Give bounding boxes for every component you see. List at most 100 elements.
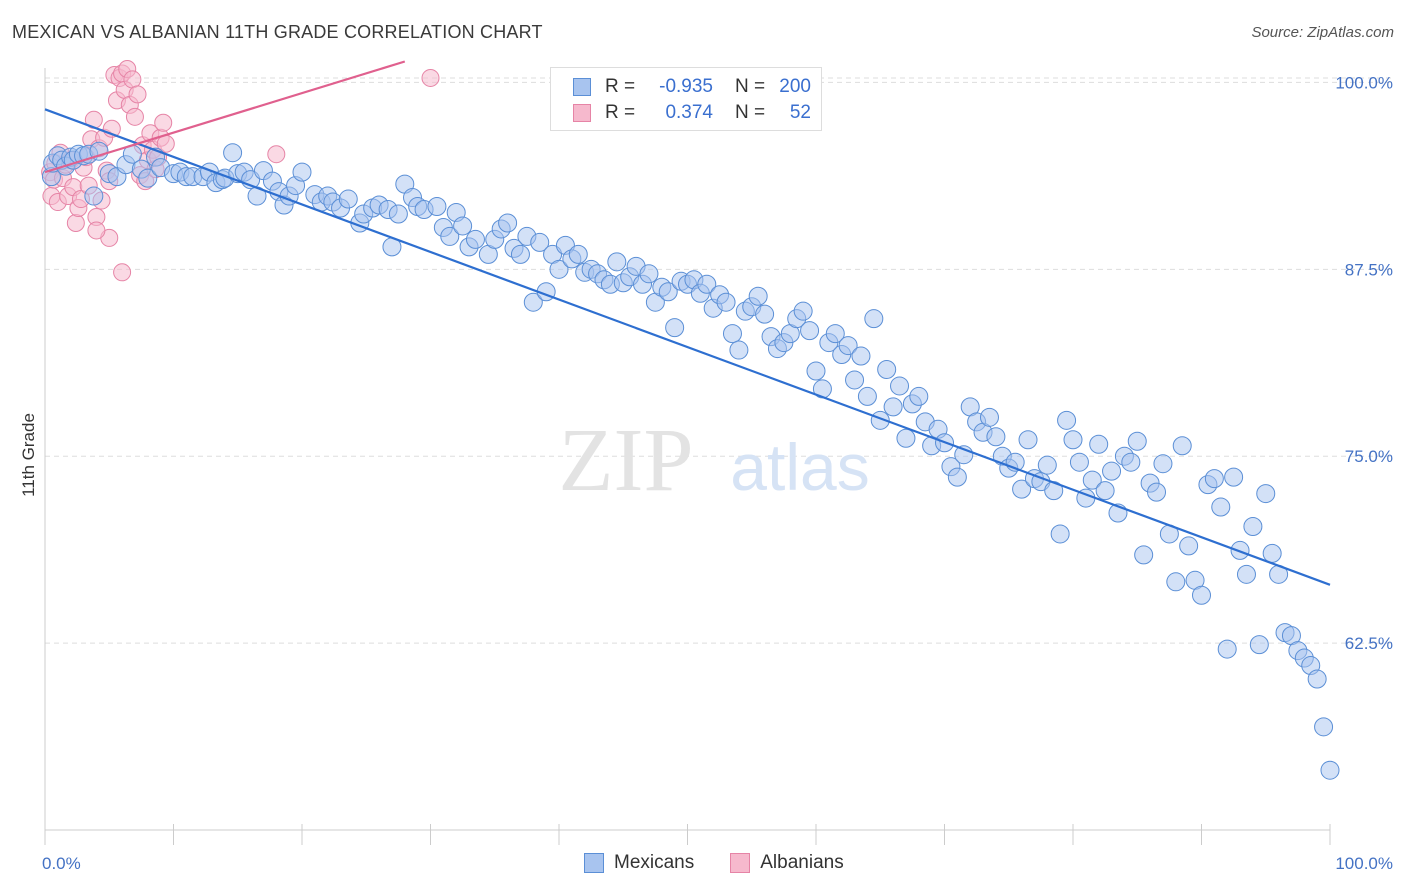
mexicans-point	[568, 244, 588, 264]
mexicans-point	[800, 321, 820, 341]
mexicans-point	[292, 162, 312, 182]
r-label: R =	[605, 102, 636, 123]
albanians-point	[421, 68, 440, 87]
mexicans-point	[909, 386, 929, 406]
n-label: N =	[735, 76, 766, 97]
r-label: R =	[605, 76, 636, 97]
y-tick-label: 62.5%	[1345, 634, 1393, 653]
mexicans-point	[716, 292, 736, 312]
mexicans-point	[1057, 410, 1077, 430]
x-tick-label-min: 0.0%	[42, 854, 81, 873]
albanians-point	[125, 107, 144, 126]
legend-row-mexicans: R = -0.935 N = 200	[573, 75, 811, 99]
mexicans-point	[755, 304, 775, 324]
mexicans-point	[845, 370, 865, 390]
mexicans-point	[607, 252, 627, 272]
legend-item-mexicans[interactable]: Mexicans	[584, 852, 694, 874]
mexicans-legend-swatch	[584, 853, 604, 873]
stats-legend: R = -0.935 N = 200 R = 0.374 N = 52	[550, 67, 822, 131]
mexicans-point	[722, 324, 742, 344]
mexicans-point	[1224, 467, 1244, 487]
mexicans-point	[857, 386, 877, 406]
albanians-trend-line	[44, 60, 406, 174]
trend-lines	[44, 60, 1331, 586]
r-value: 0.374	[665, 102, 713, 123]
mexicans-point	[440, 226, 460, 246]
mexicans-point	[1102, 461, 1122, 481]
mexicans-point	[1089, 434, 1109, 454]
mexicans-point	[793, 301, 813, 321]
mexicans-point	[877, 359, 897, 379]
grid-lines	[45, 77, 1392, 644]
source-label: Source: ZipAtlas.com	[1251, 24, 1394, 41]
albanians-point	[267, 145, 286, 164]
legend-item-albanians[interactable]: Albanians	[730, 852, 844, 874]
mexicans-point	[697, 274, 717, 294]
mexicans-point	[523, 292, 543, 312]
albanians-swatch	[573, 104, 591, 122]
watermark-atlas: atlas	[730, 430, 869, 504]
mexicans-point	[1204, 469, 1224, 489]
mexicans-trend-line	[44, 108, 1331, 586]
mexicans-point	[1037, 455, 1057, 475]
legend-row-albanians: R = 0.374 N = 52	[573, 101, 811, 125]
mexicans-point	[530, 232, 550, 252]
mexicans-point	[665, 318, 685, 338]
albanians-point	[66, 213, 85, 232]
mexicans-point	[89, 141, 109, 161]
mexicans-point	[729, 340, 749, 360]
mexicans-point	[825, 324, 845, 344]
n-label: N =	[735, 102, 766, 123]
mexicans-point	[1166, 572, 1186, 592]
albanians-legend-label: Albanians	[760, 852, 844, 873]
mexicans-point	[947, 467, 967, 487]
mexicans-point	[138, 168, 158, 188]
mexicans-swatch	[573, 78, 591, 96]
mexicans-point	[1018, 430, 1038, 450]
albanians-point	[113, 263, 132, 282]
mexicans-point	[1082, 470, 1102, 490]
mexicans-point	[1314, 717, 1334, 737]
mexicans-point	[338, 189, 358, 209]
n-value: 200	[779, 76, 811, 97]
mexicans-point	[1320, 760, 1340, 780]
mexicans-point	[1217, 639, 1237, 659]
y-tick-label: 75.0%	[1345, 447, 1393, 466]
mexicans-point	[1147, 482, 1167, 502]
mexicans-point	[1256, 484, 1276, 504]
watermark: ZIP atlas	[559, 411, 870, 510]
n-value: 52	[789, 102, 811, 123]
y-tick-label: 100.0%	[1335, 73, 1393, 92]
mexicans-point	[838, 336, 858, 356]
mexicans-point	[223, 143, 243, 163]
mexicans-point	[1236, 564, 1256, 584]
albanians-legend-swatch	[730, 853, 751, 873]
chart-title: MEXICAN VS ALBANIAN 11TH GRADE CORRELATI…	[12, 22, 543, 42]
mexicans-point	[1134, 545, 1154, 565]
mexicans-point	[851, 346, 871, 366]
mexicans-point	[1192, 585, 1211, 605]
albanians-point	[123, 70, 142, 89]
y-tick-label: 87.5%	[1345, 260, 1393, 279]
mexicans-point	[864, 309, 884, 329]
mexicans-point	[510, 244, 530, 264]
mexicans-point	[1262, 543, 1282, 563]
mexicans-point	[453, 216, 473, 236]
mexicans-point	[1211, 497, 1231, 517]
axis-labels: 62.5% 75.0% 87.5% 100.0% 0.0% 100.0% 11th Grad…	[19, 73, 1393, 873]
mexicans-point	[1069, 452, 1089, 472]
mexicans-point	[896, 428, 916, 448]
mexicans-point	[549, 259, 569, 279]
mexicans-point	[1095, 481, 1115, 501]
mexicans-point	[1153, 454, 1173, 474]
mexicans-point	[658, 282, 678, 302]
mexicans-point	[890, 376, 910, 396]
mexicans-point	[1127, 431, 1147, 451]
mexicans-point	[1012, 479, 1032, 499]
mexicans-point	[1050, 524, 1070, 544]
mexicans-point	[986, 427, 1006, 447]
y-axis-title: 11th Grade	[19, 413, 38, 497]
albanians-point	[87, 221, 106, 240]
watermark-zip: ZIP	[559, 411, 694, 510]
mexicans-point	[639, 264, 659, 284]
